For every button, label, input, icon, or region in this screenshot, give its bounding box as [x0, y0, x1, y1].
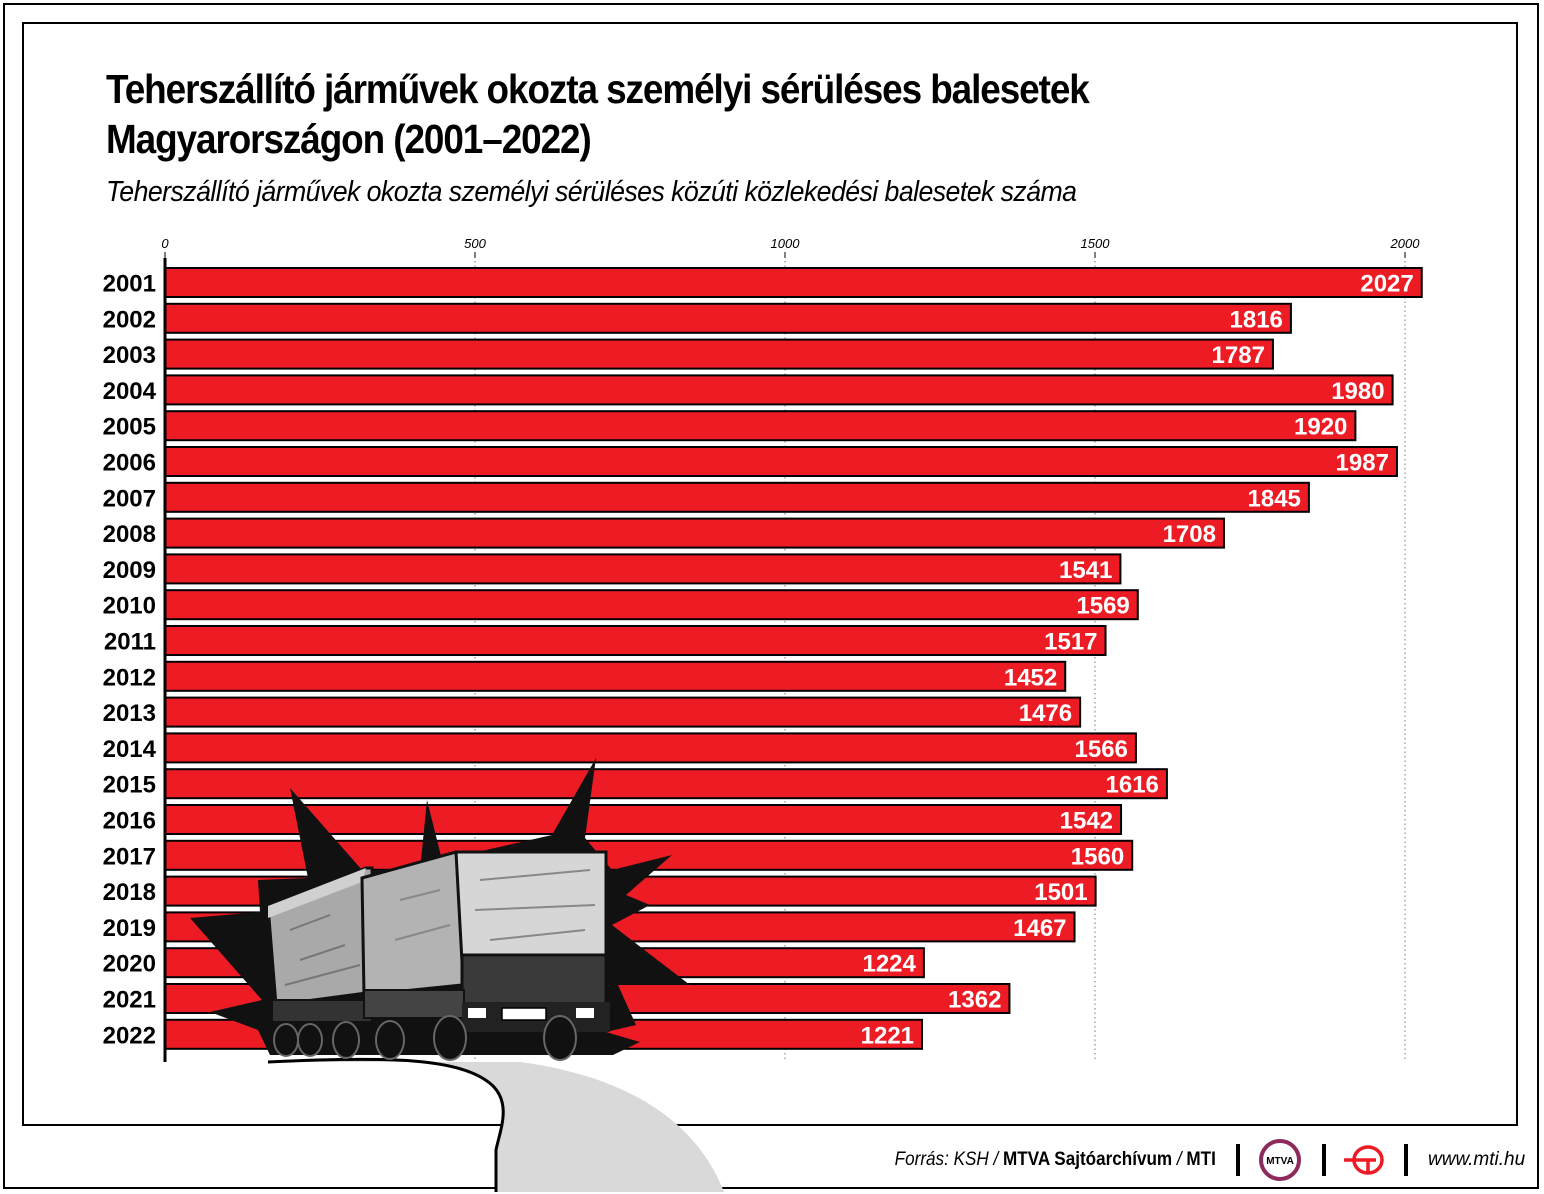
footer: Forrás: KSH / MTVA Sajtóarchívum / MTI M…	[0, 1136, 1544, 1186]
bar	[164, 660, 1067, 692]
bar	[164, 768, 1168, 800]
y-category-label: 2013	[103, 700, 156, 727]
bar-value-label: 1467	[1013, 915, 1066, 942]
bar	[164, 696, 1082, 728]
y-category-label: 2008	[103, 521, 156, 548]
x-tick-label: 2000	[1390, 236, 1421, 251]
footer-divider	[1236, 1144, 1240, 1176]
bar	[164, 517, 1225, 549]
license-plate	[501, 1007, 547, 1021]
bar	[164, 302, 1292, 334]
bar-value-label: 1845	[1248, 485, 1301, 512]
bar	[164, 481, 1310, 513]
y-category-label: 2003	[103, 342, 156, 369]
bar-value-label: 1616	[1106, 772, 1159, 799]
y-category-label: 2021	[103, 987, 156, 1014]
mti-logo-icon	[1344, 1145, 1384, 1175]
bar-value-label: 1221	[861, 1022, 914, 1049]
bar	[164, 267, 1423, 298]
mtva-logo-text: MTVA	[1266, 1156, 1294, 1167]
y-category-label: 2014	[103, 736, 157, 763]
y-category-label: 2012	[103, 664, 156, 691]
bar-value-label: 1362	[948, 987, 1001, 1014]
bar	[164, 338, 1274, 370]
footer-divider	[1404, 1144, 1408, 1176]
outer-frame	[3, 3, 1539, 1189]
bar-value-label: 1566	[1075, 736, 1128, 763]
bar-value-label: 1787	[1212, 342, 1265, 369]
truck-cab	[460, 953, 608, 1007]
bar-value-label: 1542	[1060, 808, 1113, 835]
chart-title: Teherszállító járművek okozta személyi s…	[106, 64, 1090, 164]
truck-illustration	[190, 758, 724, 1192]
footer-divider	[1322, 1144, 1326, 1176]
y-category-label: 2018	[103, 879, 156, 906]
bar	[164, 589, 1139, 621]
truck-cover-side	[360, 850, 464, 997]
bar-value-label: 1980	[1331, 378, 1384, 405]
wheels	[273, 1015, 577, 1061]
source-org: MTVA Sajtóarchívum	[1003, 1149, 1173, 1170]
y-category-label: 2009	[103, 557, 156, 584]
chart-subtitle: Teherszállító járművek okozta személyi s…	[106, 176, 1077, 208]
bar-layer	[164, 267, 1423, 1050]
axis-layer: 0 500 1000 1500 2000 2001 2002 2003 2004 2005 2006…	[103, 236, 1421, 1062]
y-category-label: 2016	[103, 808, 156, 835]
bar	[164, 446, 1398, 477]
bar-value-label: 1816	[1230, 306, 1283, 333]
y-category-label: 2020	[103, 951, 156, 978]
y-category-label: 2002	[103, 306, 156, 333]
bar-value-label: 1501	[1034, 879, 1087, 906]
x-tick-label: 0	[161, 236, 169, 251]
x-tick-label: 1500	[1081, 236, 1111, 251]
y-category-label: 2017	[103, 843, 156, 870]
bar-value-label: 2027	[1360, 271, 1413, 298]
chart-title-line-2: Magyarországon (2001–2022)	[106, 116, 592, 162]
bar	[164, 553, 1122, 585]
bar-value-label: 1708	[1163, 521, 1216, 548]
y-category-label: 2001	[103, 271, 156, 298]
bar	[164, 374, 1394, 406]
y-category-label: 2006	[103, 450, 156, 477]
website-url: www.mti.hu	[1428, 1149, 1526, 1170]
mtva-logo-icon: MTVA	[1259, 1139, 1301, 1181]
bar-value-label: 1517	[1044, 629, 1097, 656]
bar-value-label: 1569	[1076, 593, 1129, 620]
bar-value-label: 1224	[862, 951, 916, 978]
bar	[164, 410, 1357, 442]
y-category-label: 2019	[103, 915, 156, 942]
bar	[164, 625, 1107, 656]
y-category-label: 2010	[103, 593, 156, 620]
bar-value-label: 1920	[1294, 414, 1347, 441]
y-category-label: 2011	[104, 629, 156, 656]
bar-value-label: 1452	[1004, 664, 1057, 691]
bar	[164, 732, 1137, 764]
chart-title-line-1: Teherszállító járművek okozta személyi s…	[106, 66, 1090, 112]
road-shape	[268, 1059, 724, 1192]
y-category-label: 2022	[103, 1022, 156, 1049]
x-tick-label: 1000	[771, 236, 801, 251]
source-separator: /	[1177, 1149, 1182, 1170]
y-category-label: 2005	[103, 414, 156, 441]
bar-value-label: 1560	[1071, 843, 1124, 870]
y-category-label: 2004	[103, 378, 157, 405]
source-mti: MTI	[1186, 1149, 1216, 1170]
label-layer: 2027 1816 1787 1980 1920 1987 1845 1708 1541 1569…	[861, 271, 1414, 1050]
y-category-label: 2007	[103, 485, 156, 512]
y-category-label: 2015	[103, 772, 156, 799]
bar-value-label: 1476	[1019, 700, 1072, 727]
source-prefix: Forrás: KSH /	[894, 1149, 999, 1170]
bar-value-label: 1541	[1059, 557, 1112, 584]
x-tick-label: 500	[464, 236, 486, 251]
bar-value-label: 1987	[1336, 450, 1389, 477]
source-line: Forrás: KSH / MTVA Sajtóarchívum / MTI	[895, 1149, 1216, 1171]
